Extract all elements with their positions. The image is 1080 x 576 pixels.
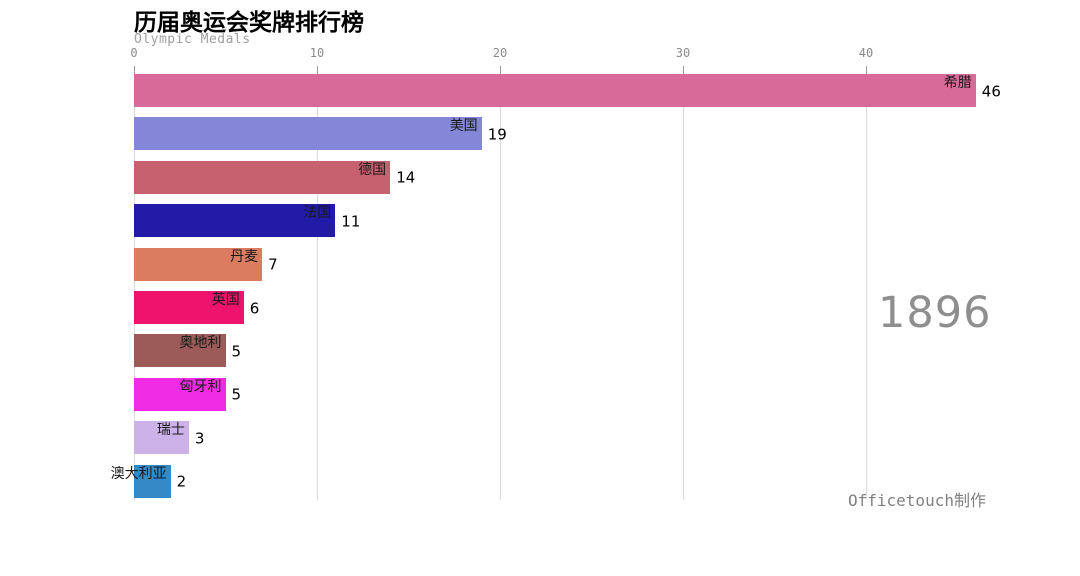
bar-rect: 丹麦 xyxy=(134,247,263,281)
bar-value-label: 6 xyxy=(249,298,260,317)
bar-row: 瑞士 3 xyxy=(134,421,1074,455)
grid-line xyxy=(134,74,135,500)
bar-row: 德国 14 xyxy=(134,160,1074,194)
chart-subtitle: Olympic Medals xyxy=(134,32,251,47)
bar-category-label: 希腊 xyxy=(943,75,972,91)
bar-category-label: 匈牙利 xyxy=(179,378,222,395)
bar-value-label: 5 xyxy=(231,385,242,404)
bar-value-label: 7 xyxy=(268,255,278,274)
bar-row: 匈牙利 5 xyxy=(134,377,1074,411)
x-tick-mark xyxy=(317,66,318,74)
bar-value-label: 11 xyxy=(341,211,361,230)
current-year-label: 1896 xyxy=(878,288,992,338)
x-tick-mark xyxy=(134,66,135,74)
bar-rect: 匈牙利 xyxy=(134,377,226,411)
grid-line xyxy=(317,74,318,500)
bar-category-label: 奥地利 xyxy=(179,335,222,352)
x-tick-label: 0 xyxy=(130,46,138,60)
bar-category-label: 美国 xyxy=(449,118,478,135)
bar-value-label: 3 xyxy=(194,428,205,447)
bar-rect: 澳大利亚 xyxy=(111,464,171,498)
bar-row: 法国 11 xyxy=(134,204,1074,238)
bar-value-label: 14 xyxy=(396,168,416,187)
bar-category-label: 丹麦 xyxy=(230,248,259,265)
x-tick-label: 10 xyxy=(309,46,325,60)
bar-rect: 瑞士 xyxy=(134,421,189,455)
bar-rect: 希腊 xyxy=(134,74,976,107)
bar-value-label: 2 xyxy=(176,472,187,491)
x-tick-label: 30 xyxy=(675,46,691,60)
bar-row: 英国 6 xyxy=(134,291,1074,324)
x-tick-label: 20 xyxy=(492,46,508,60)
x-tick-label: 40 xyxy=(858,46,874,60)
bar-value-label: 19 xyxy=(487,125,507,144)
grid-line xyxy=(866,74,867,500)
bar-category-label: 法国 xyxy=(303,205,332,222)
grid-line xyxy=(683,74,684,500)
bar-row: 澳大利亚 2 xyxy=(111,464,1074,498)
bar-row: 奥地利 5 xyxy=(134,334,1074,368)
bar-category-label: 德国 xyxy=(358,161,387,178)
bar-row: 希腊 46 xyxy=(134,74,1074,107)
bar-rect: 德国 xyxy=(134,160,391,194)
bar-category-label: 英国 xyxy=(211,292,240,308)
bar-rect: 奥地利 xyxy=(134,334,226,368)
grid-line xyxy=(500,74,501,500)
bar-value-label: 5 xyxy=(231,342,242,361)
x-tick-mark xyxy=(500,66,501,74)
bar-category-label: 瑞士 xyxy=(156,422,185,439)
x-tick-mark xyxy=(866,66,867,74)
bar-row: 丹麦 7 xyxy=(134,247,1074,281)
x-tick-mark xyxy=(683,66,684,74)
watermark-text: Officetouch制作 xyxy=(848,491,986,510)
bar-value-label: 46 xyxy=(981,81,1001,100)
bar-row: 美国 19 xyxy=(134,117,1074,151)
bar-rect: 法国 xyxy=(134,204,336,238)
bar-rect: 英国 xyxy=(134,291,244,324)
chart-title: 历届奥运会奖牌排行榜 xyxy=(134,10,364,36)
bar-category-label: 澳大利亚 xyxy=(110,465,167,482)
bar-rect: 美国 xyxy=(134,117,482,151)
